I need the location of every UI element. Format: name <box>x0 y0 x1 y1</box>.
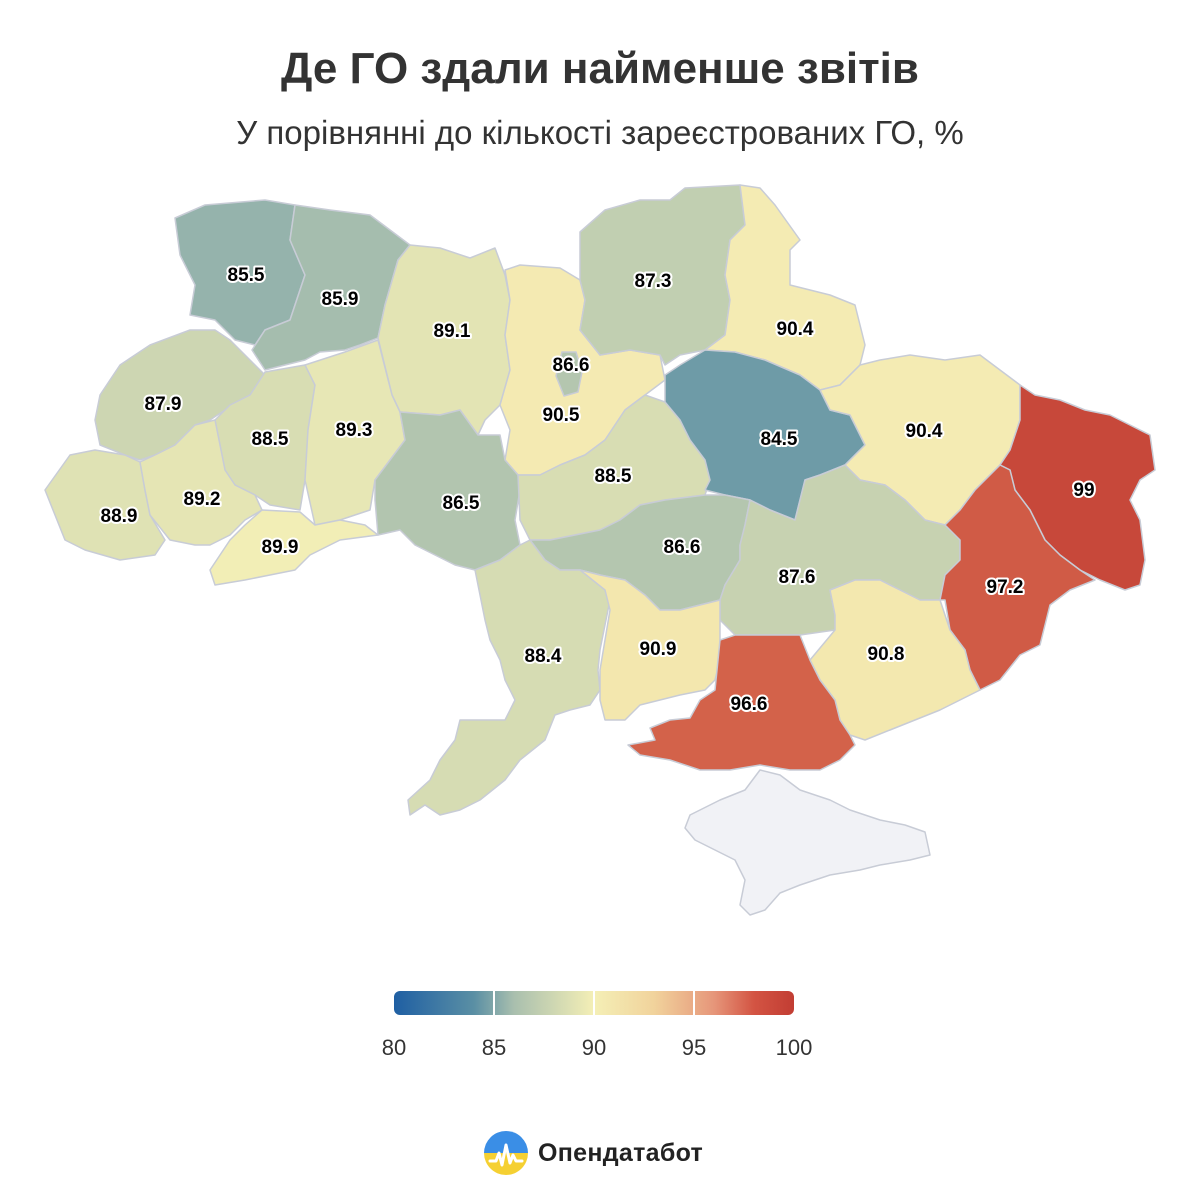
region-value-label-rivne: 85.9 <box>322 289 359 310</box>
legend-tick-label: 85 <box>481 1035 507 1060</box>
region-crimea[interactable] <box>684 769 931 916</box>
region-value-label-kherson: 96.6 <box>731 694 768 715</box>
region-value-label-kharkiv: 90.4 <box>906 421 943 442</box>
region-value-label-donetsk: 97.2 <box>987 577 1024 598</box>
opendatabot-logo-icon <box>484 1131 528 1175</box>
region-value-label-zaporizhzhia: 90.8 <box>868 644 905 665</box>
color-legend: 80 85 90 95 100 <box>382 991 812 1060</box>
region-mykolaiv[interactable] <box>579 569 721 721</box>
legend-tick-label: 90 <box>581 1035 607 1060</box>
region-value-label-volyn: 85.5 <box>228 265 265 286</box>
region-value-label-ternopil: 88.5 <box>252 429 289 450</box>
region-value-label-kirovohrad: 86.6 <box>664 537 701 558</box>
legend-separator <box>693 991 695 1015</box>
region-chernivtsi[interactable] <box>209 509 379 586</box>
map-title: Де ГО здали найменше звітів <box>281 44 919 93</box>
region-zhytomyr[interactable] <box>377 244 511 436</box>
region-value-label-mykolaiv: 90.9 <box>640 639 677 660</box>
region-kyiv-city[interactable] <box>555 351 583 397</box>
region-value-label-kyiv-oblast: 90.5 <box>543 405 580 426</box>
legend-tick-label: 95 <box>681 1035 707 1060</box>
map-subtitle: У порівнянні до кількості зареєстрованих… <box>236 114 964 151</box>
region-value-label-poltava: 84.5 <box>761 429 798 450</box>
legend-separator <box>493 991 495 1015</box>
brand-name: Опендатабот <box>538 1138 704 1167</box>
region-value-label-vinnytsia: 86.5 <box>443 493 480 514</box>
legend-tick-label: 80 <box>381 1035 407 1060</box>
region-value-label-zhytomyr: 89.1 <box>434 321 471 342</box>
region-value-label-chernihiv: 87.3 <box>635 271 672 292</box>
region-value-label-luhansk: 99 <box>1073 480 1094 501</box>
region-value-label-khmelnytskyi: 89.3 <box>336 420 373 441</box>
region-value-label-chernivtsi: 89.9 <box>262 537 299 558</box>
legend-separator <box>593 991 595 1015</box>
region-value-label-odesa: 88.4 <box>525 646 562 667</box>
region-kherson[interactable] <box>627 634 856 771</box>
region-value-label-dnipropetrovsk: 87.6 <box>779 567 816 588</box>
region-value-label-lviv: 87.9 <box>145 394 182 415</box>
region-value-label-kyiv-city: 86.6 <box>553 355 590 376</box>
legend-tick-label: 100 <box>775 1035 813 1060</box>
region-value-label-cherkasy: 88.5 <box>595 466 632 487</box>
region-value-label-ivano-frankivsk: 89.2 <box>184 489 221 510</box>
region-value-label-sumy: 90.4 <box>777 319 814 340</box>
region-zakarpattia[interactable] <box>44 449 166 561</box>
region-odesa[interactable] <box>407 539 611 816</box>
region-donetsk[interactable] <box>939 464 1096 691</box>
region-rivne[interactable] <box>251 204 411 371</box>
region-value-label-zakarpattia: 88.9 <box>101 506 138 527</box>
brand-footer: Опендатабот <box>484 1130 703 1176</box>
